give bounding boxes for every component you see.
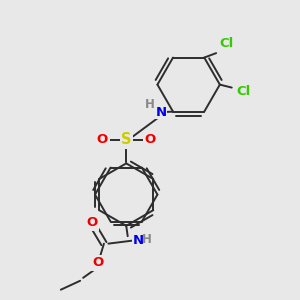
Text: N: N bbox=[156, 106, 167, 119]
Text: O: O bbox=[144, 133, 156, 146]
Text: S: S bbox=[121, 132, 131, 147]
Text: H: H bbox=[145, 98, 155, 111]
Text: Cl: Cl bbox=[236, 85, 250, 98]
Text: O: O bbox=[86, 216, 98, 229]
Text: H: H bbox=[142, 233, 152, 246]
Text: O: O bbox=[92, 256, 104, 269]
Text: Cl: Cl bbox=[219, 37, 233, 50]
Text: N: N bbox=[133, 234, 144, 247]
Text: O: O bbox=[97, 133, 108, 146]
